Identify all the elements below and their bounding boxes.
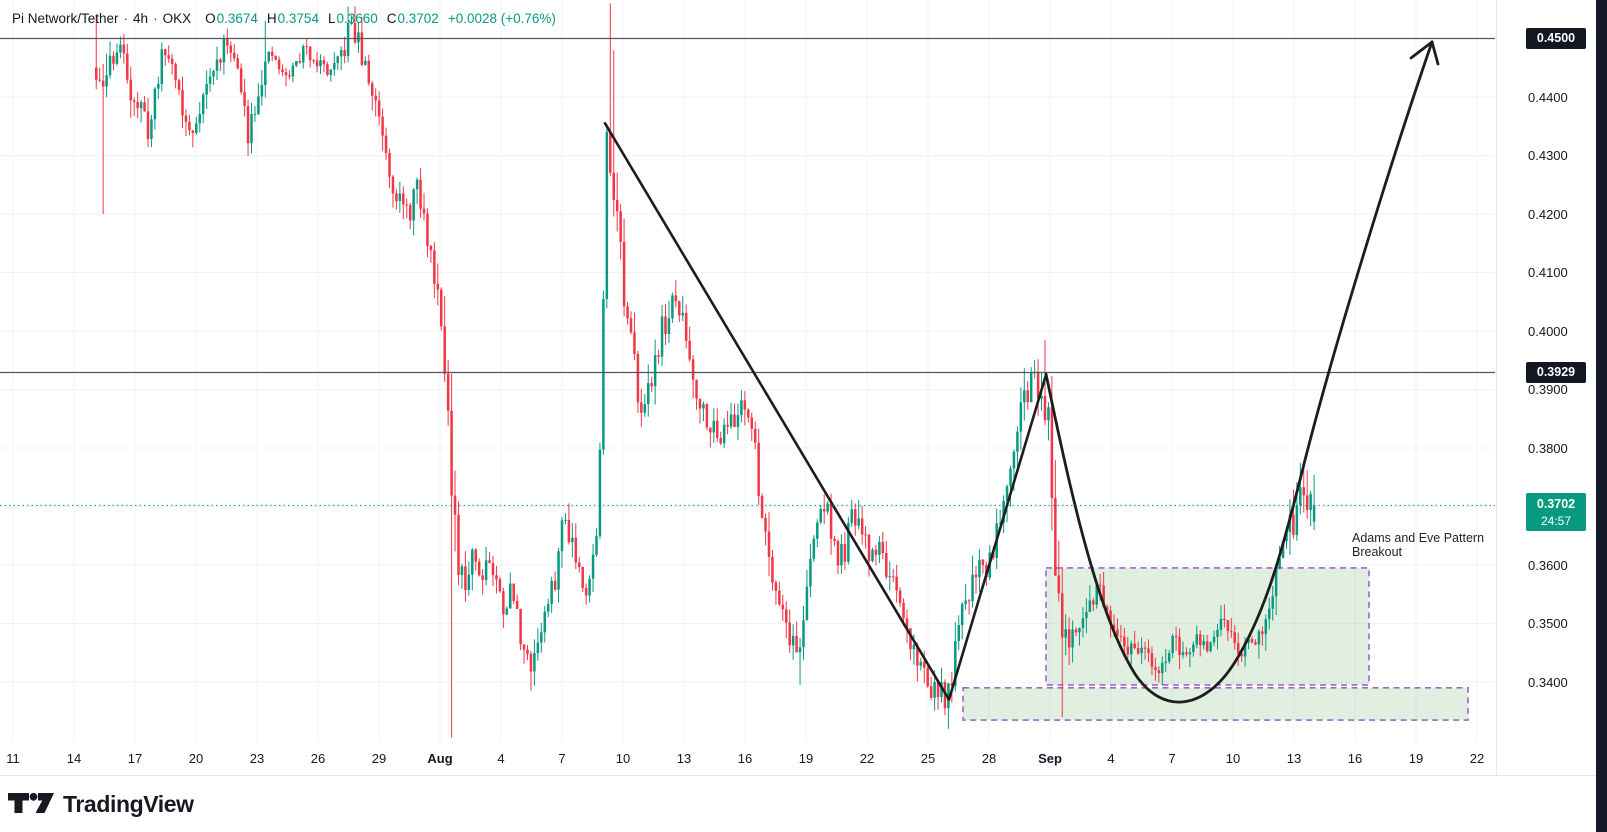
price-axis-label: 0.4400 xyxy=(1528,89,1568,105)
price-axis-label: 0.4200 xyxy=(1528,206,1568,222)
time-axis-label: 13 xyxy=(1286,751,1302,766)
time-axis-label: 19 xyxy=(798,751,814,766)
high-value: 0.3754 xyxy=(277,10,319,26)
price-axis-label: 0.3500 xyxy=(1528,616,1568,631)
time-axis-month-label: Sep xyxy=(1038,751,1062,766)
time-axis-label: 14 xyxy=(66,751,82,766)
close-value: 0.3702 xyxy=(397,10,439,26)
low-value: 0.3660 xyxy=(336,10,378,26)
price-axis[interactable]: 0.4400 0.4300 0.4200 0.4100 0.4000 0.3900 0.38… xyxy=(1496,0,1597,775)
time-axis-label: 22 xyxy=(859,751,875,766)
time-axis-label: 28 xyxy=(981,751,997,766)
right-edge-panel xyxy=(1596,0,1607,832)
chart-legend: Pi Network/Tether · 4h · OKX O0.3674 H0.… xyxy=(12,8,556,28)
time-axis-label: 25 xyxy=(920,751,936,766)
tradingview-logo-icon xyxy=(8,792,54,813)
price-tag-neckline: 0.3929 xyxy=(1526,362,1586,384)
time-axis-label: 22 xyxy=(1469,751,1485,766)
price-tag-resistance-value: 0.4500 xyxy=(1536,31,1576,45)
time-axis-label: 10 xyxy=(1225,751,1241,766)
low-label: L xyxy=(327,10,336,26)
legend-separator: · xyxy=(153,10,158,26)
tradingview-logo[interactable]: TradingView xyxy=(8,791,194,818)
price-axis-label: 0.3400 xyxy=(1528,674,1568,690)
price-tag-neckline-value: 0.3929 xyxy=(1536,365,1576,380)
time-axis-label: 10 xyxy=(615,751,631,766)
time-axis-label: 7 xyxy=(1168,751,1176,766)
time-axis-label: 13 xyxy=(676,751,692,766)
pattern-annotation-line1: Adams and Eve Pattern xyxy=(1352,531,1485,545)
time-axis-label: 20 xyxy=(188,751,204,766)
time-axis-label: 4 xyxy=(1107,751,1115,766)
change-value: +0.0028 (+0.76%) xyxy=(447,10,556,26)
price-axis-label: 0.3600 xyxy=(1528,557,1568,573)
price-tag-last-price: 0.3702 24:57 xyxy=(1526,493,1586,532)
open-label: O xyxy=(205,10,216,26)
price-tag-resistance: 0.4500 xyxy=(1526,28,1586,49)
time-axis-label: 16 xyxy=(737,751,753,766)
time-axis[interactable]: 11 14 17 20 23 26 29 Aug 4 7 10 13 16 19 22 25 28 Sep 4 7 10… xyxy=(0,743,1496,775)
symbol-title[interactable]: Pi Network/Tether xyxy=(12,10,119,26)
time-axis-label: 29 xyxy=(371,751,387,766)
price-axis-label: 0.3800 xyxy=(1528,440,1568,456)
time-axis-month-label: Aug xyxy=(427,751,453,766)
exchange-label: OKX xyxy=(162,10,192,26)
time-axis-label: 16 xyxy=(1347,751,1363,766)
price-axis-label: 0.4300 xyxy=(1528,148,1568,163)
time-axis-label: 26 xyxy=(310,751,326,766)
time-axis-label: 7 xyxy=(558,751,566,766)
legend-separator: · xyxy=(123,10,129,26)
time-axis-label: 4 xyxy=(497,751,505,766)
interval-label[interactable]: 4h xyxy=(133,10,149,26)
footer-divider xyxy=(0,775,1596,776)
price-axis-label: 0.3900 xyxy=(1528,382,1568,397)
bar-countdown: 24:57 xyxy=(1540,514,1572,529)
footer: TradingView xyxy=(0,776,1596,832)
time-axis-label: 19 xyxy=(1408,751,1424,766)
time-axis-label: 17 xyxy=(127,751,143,766)
time-axis-label: 11 xyxy=(6,751,20,766)
price-axis-label: 0.4000 xyxy=(1528,323,1568,339)
pattern-annotation-label[interactable]: Adams and Eve Pattern Breakout xyxy=(1352,531,1484,559)
high-label: H xyxy=(266,10,277,26)
tradingview-logo-text: TradingView xyxy=(63,790,194,817)
price-axis-label: 0.4100 xyxy=(1528,265,1568,280)
time-axis-label: 23 xyxy=(249,751,265,766)
close-label: C xyxy=(386,10,397,26)
open-value: 0.3674 xyxy=(216,10,258,26)
last-price-value: 0.3702 xyxy=(1536,497,1576,512)
ohlc-readout: O0.3674 H0.3754 L0.3660 C0.3702 xyxy=(205,11,439,26)
pattern-annotation-line2: Breakout xyxy=(1352,545,1403,559)
